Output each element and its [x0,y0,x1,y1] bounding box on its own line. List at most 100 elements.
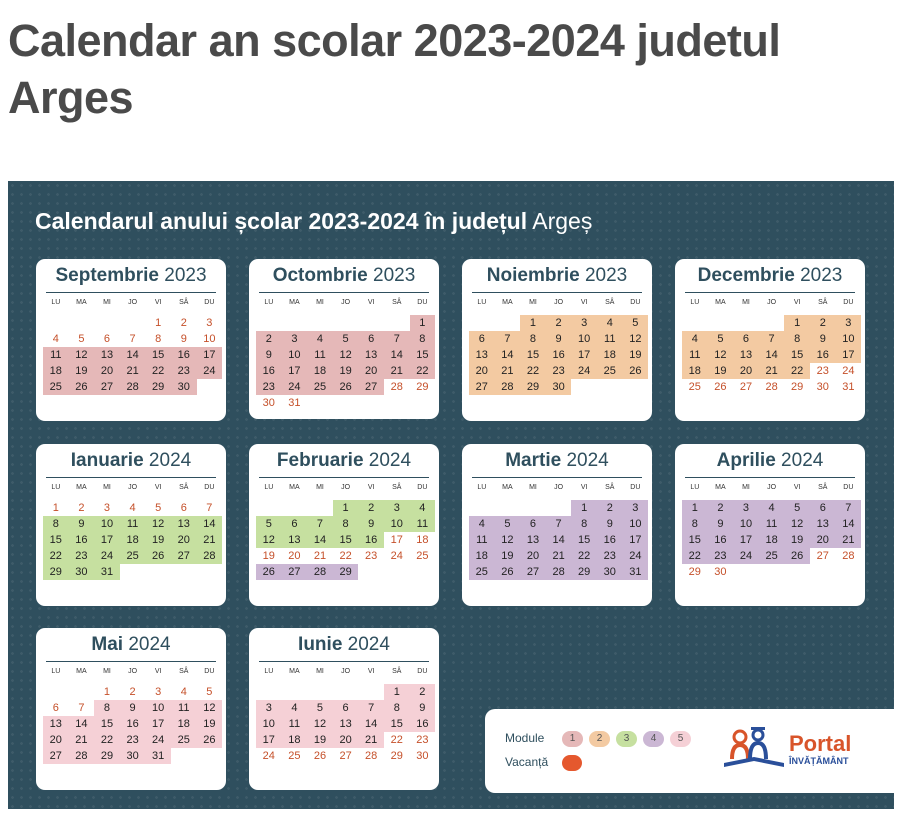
day-cell: 10 [281,347,308,363]
day-cell: 29 [94,748,120,764]
weekday-label: VI [154,668,162,675]
day-cell: 22 [339,550,352,562]
empty-cell [256,500,282,516]
weekday-label: LU [264,484,274,491]
empty-cell [94,315,120,331]
day-cell: 23 [596,548,623,564]
day-cell: 8 [784,331,810,347]
day-cell: 20 [358,363,384,379]
weekday-label: VI [367,668,375,675]
day-cell: 25 [307,379,333,395]
day-cell: 9 [596,516,623,532]
day-cell: 17 [94,532,120,548]
weekday-label: LU [264,299,274,306]
empty-cell [256,315,282,331]
day-cell: 24 [94,548,120,564]
weekday-label: DU [204,484,215,491]
month-card-decembrie: Decembrie 2023 LU MA MI JO VI SÂ DU 1 2 3 4 5 6 7 8 9 10 1… [675,259,865,421]
day-cell: 16 [358,532,384,548]
day-cell: 23 [545,363,572,379]
day-cell: 8 [155,333,162,345]
weekday-label: JO [554,299,564,306]
month-title: Decembrie 2023 [675,264,865,288]
day-cell: 18 [43,363,69,379]
legend-vacation-dot [562,755,582,771]
weekday-label: DU [417,668,428,675]
day-cell: 23 [416,734,429,746]
weekday-label: JO [341,668,351,675]
day-cell: 16 [707,532,734,548]
day-cell: 22 [94,732,120,748]
day-cell: 25 [119,548,146,564]
day-cell: 14 [758,347,785,363]
day-cell: 4 [682,331,708,347]
month-year: 2024 [123,634,171,655]
day-cell: 26 [714,381,727,393]
empty-cell [384,315,410,331]
day-cell: 12 [145,516,171,532]
month-year: 2024 [775,450,824,471]
day-cell: 4 [596,315,623,331]
month-year: 2023 [794,265,843,286]
day-cell: 28 [307,564,333,580]
weekday-header: LU MA MI JO VI SÂ DU [682,484,865,494]
day-cell: 10 [622,516,649,532]
day-cell: 15 [520,347,546,363]
empty-cell [546,500,572,516]
month-name: Noiembrie [486,265,580,286]
day-cell: 18 [596,347,623,363]
day-cell: 13 [170,516,197,532]
day-cell: 9 [68,516,95,532]
month-title: Septembrie 2023 [36,264,226,288]
day-grid: 1 2 3 4 5 6 7 8 9 10 11 12 13 14 15 16 17 18 19 20 21 22 23 24 2… [682,500,865,580]
day-cell: 15 [43,532,69,548]
day-cell: 12 [622,331,649,347]
day-cell: 10 [94,516,120,532]
weekday-label: LU [477,484,487,491]
day-cell: 1 [520,315,546,331]
day-cell: 21 [119,363,146,379]
day-cell: 4 [180,686,187,698]
day-cell: 18 [416,534,429,546]
day-cell: 30 [119,748,146,764]
day-cell: 7 [206,502,213,514]
day-cell: 18 [469,548,495,564]
day-cell: 5 [155,502,162,514]
day-cell: 20 [170,532,197,548]
empty-cell [358,315,384,331]
month-card-februarie: Februarie 2024 LU MA MI JO VI SÂ DU 1 2 3 4 5 6 7 8 9 10 1… [249,444,439,606]
day-cell: 23 [256,379,282,395]
day-grid: 1 2 3 4 5 6 7 8 9 10 11 12 13 14 15 16 17 18 19 20 21 22 23 24 2… [469,315,652,395]
day-cell: 21 [758,363,785,379]
day-cell: 5 [78,333,85,345]
day-cell: 15 [784,347,810,363]
day-cell: 10 [571,331,597,347]
day-cell: 29 [791,381,804,393]
day-cell: 23 [365,550,378,562]
day-cell: 30 [262,397,275,409]
weekday-label: MA [76,484,87,491]
day-cell: 10 [835,331,862,347]
day-cell: 9 [707,516,734,532]
day-cell: 5 [707,331,734,347]
logo-portal-text: Portal [789,731,852,756]
day-cell: 27 [43,748,69,764]
day-cell: 25 [43,379,69,395]
day-cell: 20 [288,550,301,562]
day-cell: 3 [281,331,308,347]
empty-cell [708,315,734,331]
day-cell: 17 [571,347,597,363]
weekday-label: SÂ [179,299,189,306]
day-cell: 14 [68,716,95,732]
month-divider [685,477,855,478]
day-cell: 15 [94,716,120,732]
day-cell: 26 [196,732,223,748]
day-cell: 6 [358,331,384,347]
month-name: Octombrie [272,265,368,286]
weekday-label: DU [843,299,854,306]
day-cell: 1 [103,686,111,698]
day-cell: 7 [129,333,136,345]
day-cell: 26 [622,363,649,379]
empty-cell [733,315,759,331]
